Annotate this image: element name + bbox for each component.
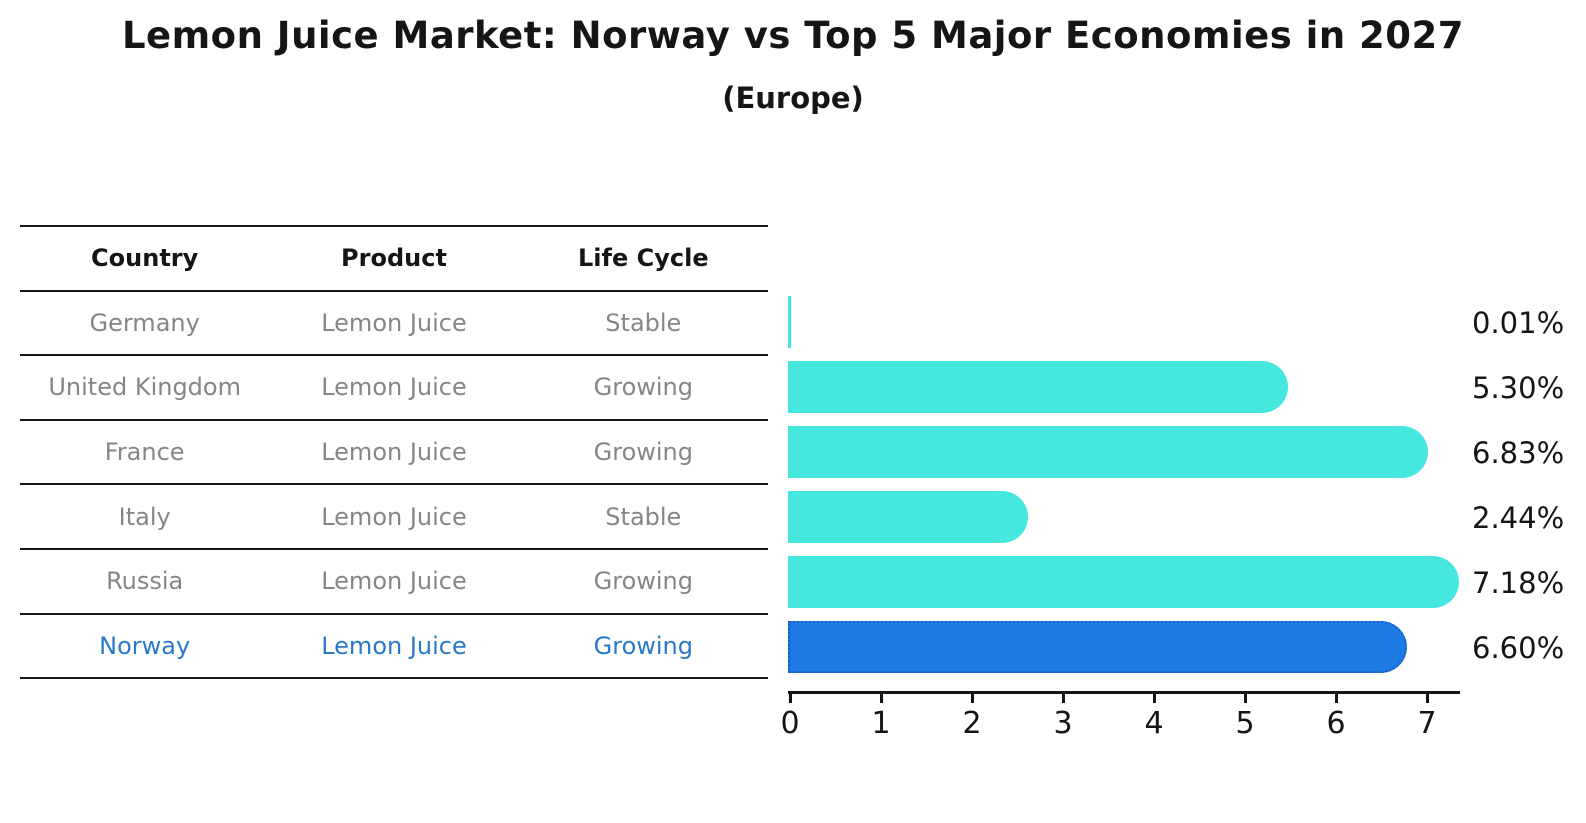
bar-russia (788, 556, 1460, 608)
table-row-italy: Italy Lemon Juice Stable (20, 485, 768, 550)
table-cell-product: Lemon Juice (321, 631, 467, 660)
x-tick-label-1: 1 (871, 706, 891, 741)
x-tick-label-3: 3 (1053, 706, 1073, 741)
x-axis-line (788, 691, 1460, 694)
value-label-russia: 7.18% (1472, 565, 1565, 600)
table-cell-country: United Kingdom (48, 373, 241, 402)
table-cell-country: Germany (89, 308, 200, 337)
value-label-norway: 6.60% (1472, 630, 1565, 665)
chart-title: Lemon Juice Market: Norway vs Top 5 Majo… (121, 14, 1465, 57)
x-tick-1 (879, 693, 883, 703)
table-cell-life_cycle: Stable (605, 502, 682, 531)
bar-norway (788, 621, 1407, 673)
table-row-united-kingdom: United Kingdom Lemon Juice Growing (20, 356, 768, 421)
table-cell-life_cycle: Growing (593, 631, 693, 660)
table-cell-product: Lemon Juice (321, 438, 467, 467)
table-cell-product: Lemon Juice (321, 502, 467, 531)
bar-france (788, 426, 1428, 478)
value-label-italy: 2.44% (1472, 500, 1565, 535)
x-tick-label-0: 0 (780, 706, 800, 741)
table-row-russia: Russia Lemon Juice Growing (20, 550, 768, 615)
table-cell-life_cycle: Growing (593, 567, 693, 596)
x-tick-3 (1061, 693, 1065, 703)
value-label-united-kingdom: 5.30% (1472, 370, 1565, 405)
x-tick-label-5: 5 (1235, 706, 1255, 741)
table-header-row: Country Product Life Cycle (20, 227, 768, 292)
table-row-germany: Germany Lemon Juice Stable (20, 292, 768, 357)
x-tick-label-6: 6 (1326, 706, 1346, 741)
country-table: Country Product Life Cycle Germany Lemon … (20, 225, 768, 680)
table-cell-country: Italy (118, 502, 171, 531)
x-tick-0 (788, 693, 792, 703)
x-tick-2 (970, 693, 974, 703)
table-cell-life_cycle: Growing (593, 438, 693, 467)
table-cell-product: Lemon Juice (321, 567, 467, 596)
value-label-germany: 0.01% (1472, 305, 1565, 340)
x-tick-7 (1425, 693, 1429, 703)
table-cell-country: France (104, 438, 185, 467)
x-tick-label-4: 4 (1144, 706, 1164, 741)
bar-germany (788, 296, 791, 348)
table-body: Germany Lemon Juice Stable United Kingdom Le… (20, 292, 768, 680)
table-row-norway: Norway Lemon Juice Growing (20, 615, 768, 680)
bar-united-kingdom (788, 361, 1289, 413)
table-cell-life_cycle: Growing (593, 373, 693, 402)
table-cell-life_cycle: Stable (605, 308, 682, 337)
bar-italy (788, 491, 1029, 543)
x-tick-6 (1334, 693, 1338, 703)
table-cell-product: Lemon Juice (321, 308, 467, 337)
value-label-france: 6.83% (1472, 435, 1565, 470)
table-header-country: Country (91, 244, 199, 273)
table-row-france: France Lemon Juice Growing (20, 421, 768, 486)
table-cell-product: Lemon Juice (321, 373, 467, 402)
x-tick-5 (1243, 693, 1247, 703)
chart-subtitle: (Europe) (722, 81, 864, 115)
table-cell-country: Norway (99, 631, 191, 660)
table-header-product: Product (341, 244, 447, 273)
x-tick-label-7: 7 (1417, 706, 1437, 741)
x-tick-4 (1152, 693, 1156, 703)
x-tick-label-2: 2 (962, 706, 982, 741)
table-cell-country: Russia (106, 567, 184, 596)
table-header-lifecycle: Life Cycle (578, 244, 709, 273)
